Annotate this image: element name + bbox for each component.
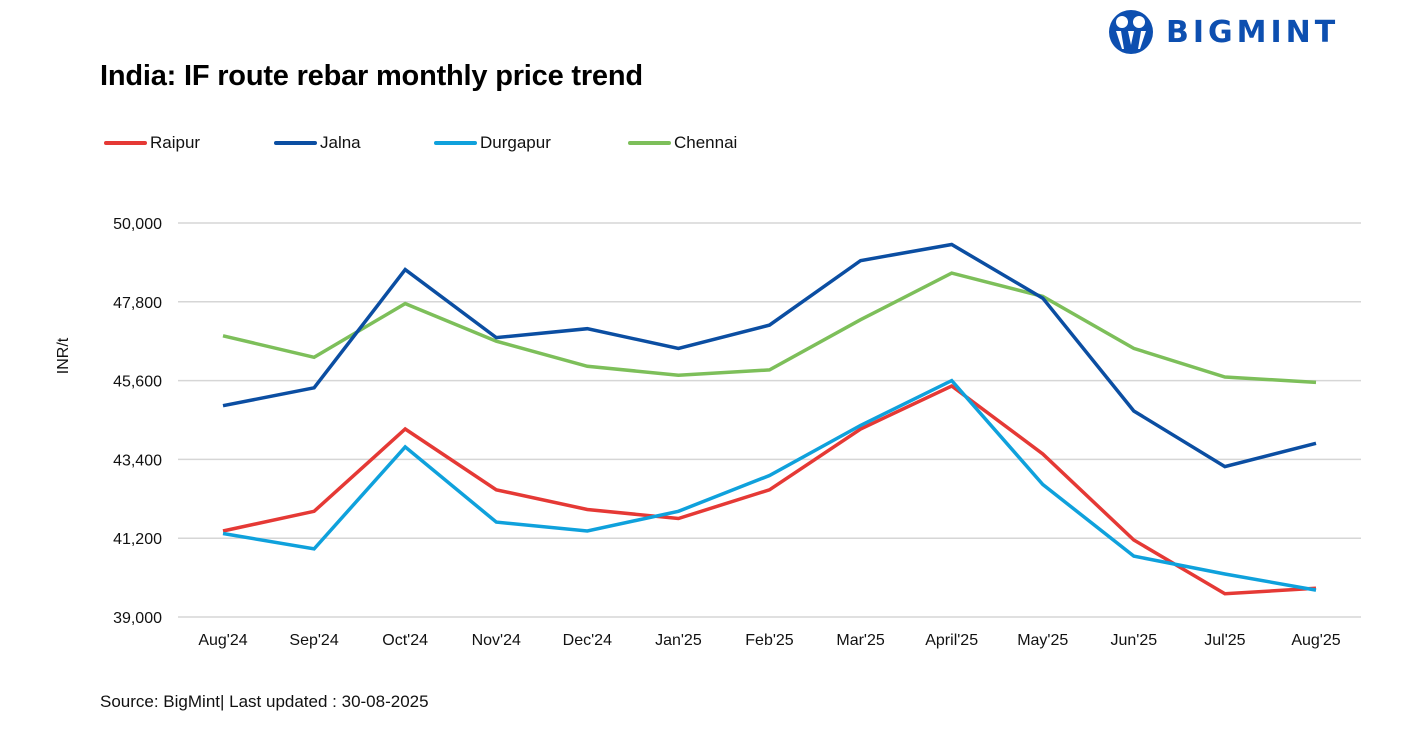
y-tick-label: 45,600 <box>113 374 162 391</box>
legend-item-durgapur: Durgapur <box>434 131 551 155</box>
series-lines <box>222 242 1317 596</box>
y-axis-label: INR/t <box>55 337 72 374</box>
y-tick-label: 41,200 <box>113 531 162 548</box>
x-tick-label: Jan'25 <box>655 632 702 649</box>
legend-label-chennai: Chennai <box>674 133 738 152</box>
legend-swatch-chennai <box>628 141 671 145</box>
x-tick-label: May'25 <box>1017 632 1068 649</box>
x-axis-ticks: Aug'24 Sep'24 Oct'24 Nov'24 Dec'24 Jan'25 Feb'… <box>198 632 1340 649</box>
legend-item-chennai: Chennai <box>628 131 737 155</box>
chart-title: India: IF route rebar monthly price tren… <box>100 60 643 92</box>
x-tick-label: Jul'25 <box>1204 632 1245 649</box>
x-tick-label: Mar'25 <box>836 632 885 649</box>
x-tick-label: Jun'25 <box>1111 632 1158 649</box>
bigmint-logo-icon <box>1109 10 1153 54</box>
legend-swatch-jalna <box>274 141 317 145</box>
series-line-durgapur <box>222 378 1317 592</box>
series-line-jalna <box>222 242 1317 469</box>
source-note: Source: BigMint| Last updated : 30-08-20… <box>100 692 429 711</box>
brand-logo: BIGMINT <box>1108 8 1339 56</box>
legend-swatch-raipur <box>104 141 147 145</box>
y-tick-label: 47,800 <box>113 295 162 312</box>
y-axis-ticks: 39,000 41,200 43,400 45,600 47,800 50,000 <box>113 216 162 627</box>
x-tick-label: Oct'24 <box>382 632 428 649</box>
series-line-raipur <box>222 383 1317 596</box>
y-tick-label: 43,400 <box>113 452 162 469</box>
x-tick-label: Feb'25 <box>745 632 794 649</box>
x-tick-label: April'25 <box>925 632 978 649</box>
x-tick-label: Dec'24 <box>563 632 612 649</box>
y-tick-label: 50,000 <box>113 216 162 233</box>
x-tick-label: Aug'24 <box>198 632 247 649</box>
legend-label-durgapur: Durgapur <box>480 133 551 152</box>
gridlines <box>178 222 1361 618</box>
series-line-chennai <box>222 271 1317 385</box>
x-tick-label: Nov'24 <box>472 632 521 649</box>
brand-name: BIGMINT <box>1166 14 1340 50</box>
legend-item-jalna: Jalna <box>274 131 361 155</box>
legend-label-jalna: Jalna <box>320 133 361 152</box>
x-tick-label: Sep'24 <box>289 632 338 649</box>
line-chart: 39,000 41,200 43,400 45,600 47,800 50,000 Aug… <box>55 216 1361 649</box>
legend-item-raipur: Raipur <box>104 131 200 155</box>
legend-label-raipur: Raipur <box>150 133 201 152</box>
y-tick-label: 39,000 <box>113 610 162 627</box>
legend-swatch-durgapur <box>434 141 477 145</box>
x-tick-label: Aug'25 <box>1291 632 1340 649</box>
